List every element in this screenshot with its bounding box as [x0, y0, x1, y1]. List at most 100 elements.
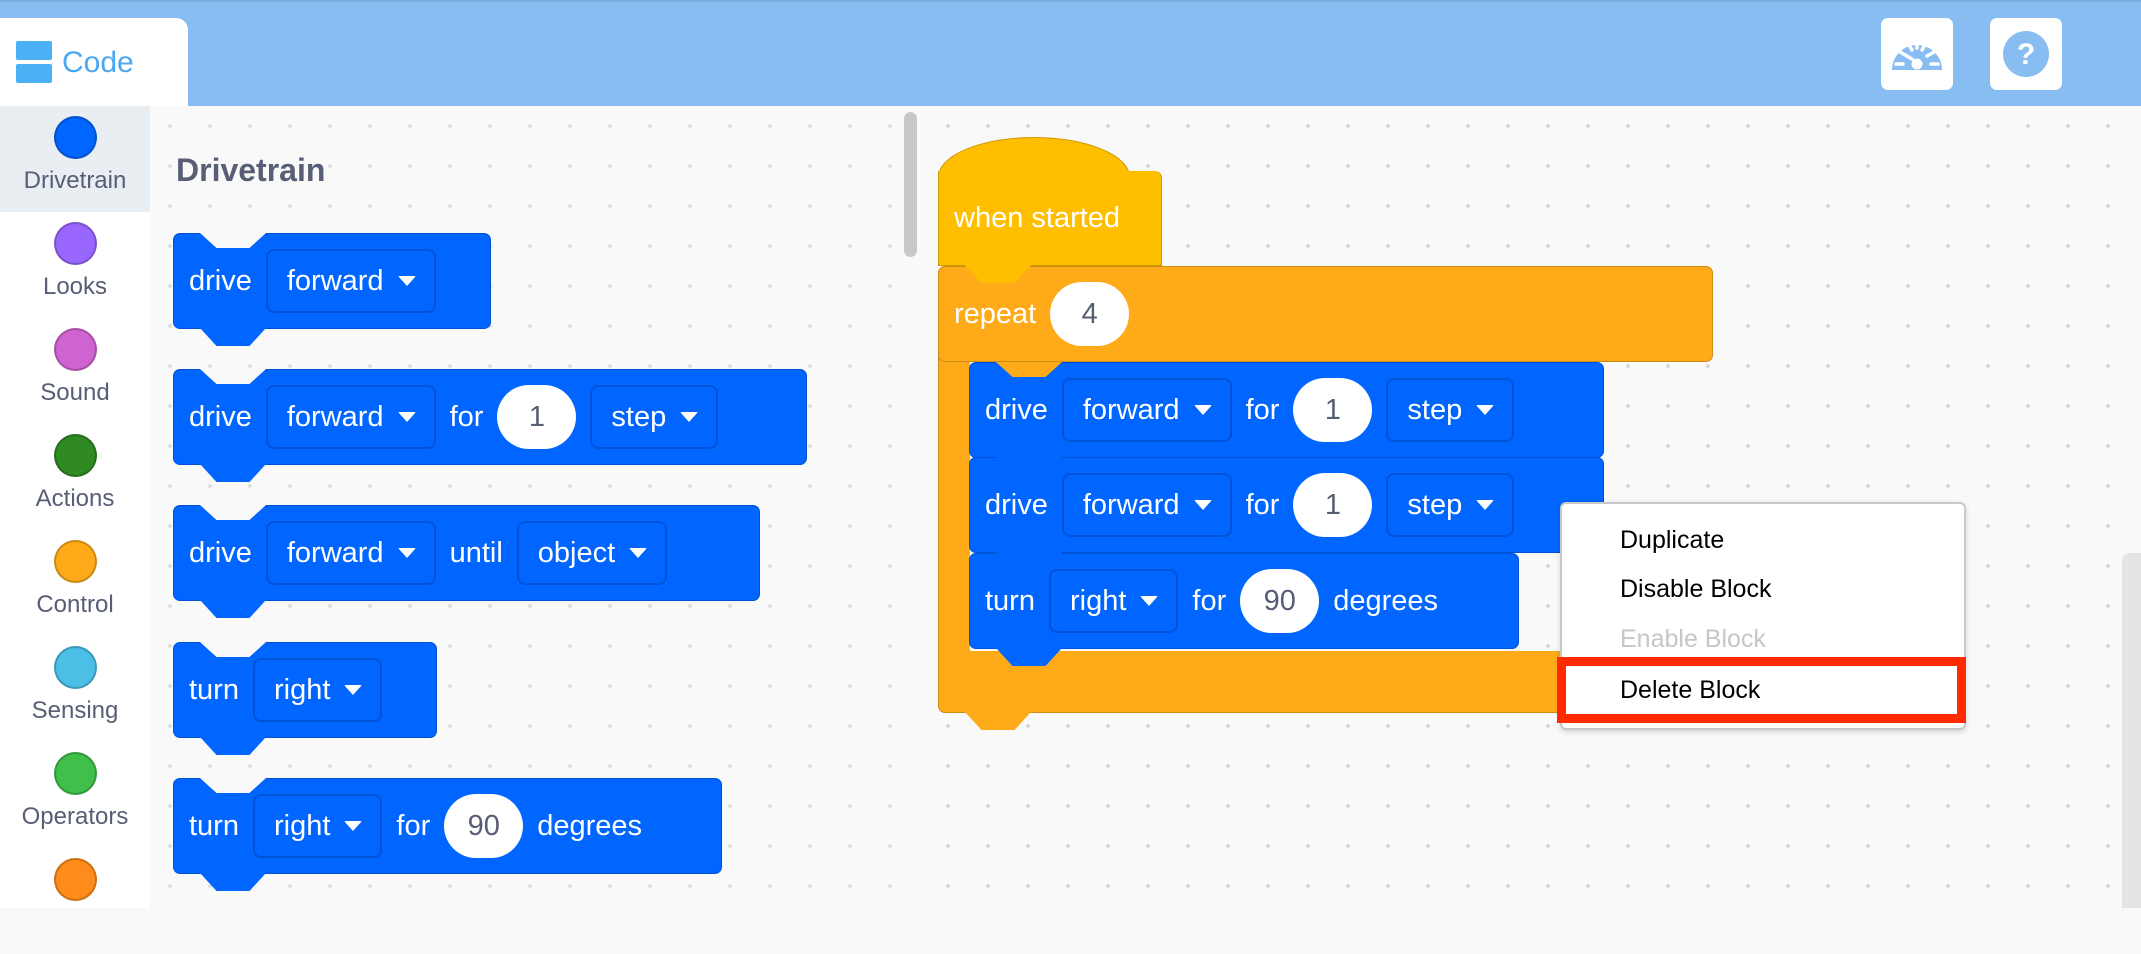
- block-label: until: [449, 536, 503, 569]
- repeat-block-bottom[interactable]: [938, 651, 1638, 730]
- code-tab-label: Code: [62, 46, 134, 79]
- block-label: for: [449, 400, 484, 433]
- category-color-dot: [53, 646, 97, 689]
- category-color-dot: [53, 222, 97, 265]
- block-dropdown[interactable]: forward: [1061, 378, 1232, 442]
- dropdown-value: step: [611, 400, 667, 433]
- number-input[interactable]: 90: [1240, 569, 1320, 633]
- number-input[interactable]: 90: [444, 794, 524, 858]
- block-label: drive: [189, 536, 252, 569]
- turn-block[interactable]: turn right: [173, 642, 437, 755]
- category-sensing[interactable]: Sensing: [0, 636, 150, 742]
- block-dropdown[interactable]: forward: [1061, 473, 1232, 537]
- block-label: turn: [985, 584, 1035, 617]
- code-blocks-icon: [16, 41, 52, 85]
- code-tab[interactable]: Code: [0, 18, 188, 108]
- block-dropdown[interactable]: right: [1048, 569, 1179, 633]
- category-operators[interactable]: Operators: [0, 742, 150, 848]
- drive-for-block[interactable]: drive forward for 1 step: [173, 369, 807, 482]
- menu-item-delete-block[interactable]: Delete Block: [1620, 676, 1761, 704]
- number-input[interactable]: 4: [1050, 282, 1130, 346]
- dropdown-value: forward: [1082, 488, 1180, 521]
- palette-title: Drivetrain: [176, 152, 326, 188]
- drive-block[interactable]: drive forward: [173, 233, 491, 346]
- category-sidebar: Drivetrain Looks Sound Actions Control Sensin…: [0, 106, 150, 908]
- highlight-box: [1557, 657, 1966, 723]
- block-dropdown[interactable]: forward: [265, 521, 436, 585]
- category-actions[interactable]: Actions: [0, 424, 150, 530]
- drive-for-block[interactable]: drive forward for 1 step: [969, 457, 1604, 570]
- block-label: degrees: [537, 809, 643, 842]
- caret-down-icon: [344, 685, 363, 695]
- block-dropdown[interactable]: right: [252, 794, 383, 858]
- turn-for-block[interactable]: turn right for 90 degrees: [173, 778, 722, 891]
- category-looks[interactable]: Looks: [0, 212, 150, 318]
- svg-text:?: ?: [2017, 38, 2035, 71]
- caret-down-icon: [629, 548, 648, 558]
- block-label: for: [396, 809, 431, 842]
- drive-for-block[interactable]: drive forward for 1 step: [969, 362, 1604, 475]
- dropdown-value: object: [537, 536, 616, 569]
- palette-scrollbar[interactable]: [904, 112, 917, 257]
- top-bar: Code ?: [0, 0, 2141, 108]
- block-label: for: [1245, 488, 1280, 521]
- category-label: Actions: [35, 485, 115, 512]
- category-label: Drivetrain: [23, 167, 127, 194]
- context-menu: Duplicate Disable Block Enable Block Del…: [1560, 502, 1966, 730]
- block-label: degrees: [1333, 584, 1439, 617]
- category-control[interactable]: Control: [0, 530, 150, 636]
- block-dropdown[interactable]: right: [252, 658, 383, 722]
- dropdown-value: right: [273, 809, 331, 842]
- dropdown-value: forward: [286, 264, 384, 297]
- category-color-dot: [53, 116, 97, 159]
- number-input[interactable]: 1: [497, 385, 577, 449]
- drive-until-block[interactable]: drive forward until object: [173, 505, 760, 618]
- block-dropdown[interactable]: step: [1386, 473, 1515, 537]
- category-drivetrain[interactable]: Drivetrain: [0, 106, 150, 212]
- caret-down-icon: [397, 412, 416, 422]
- category-more[interactable]: [0, 848, 150, 954]
- caret-down-icon: [1476, 500, 1495, 510]
- caret-down-icon: [397, 548, 416, 558]
- category-sound[interactable]: Sound: [0, 318, 150, 424]
- block-dropdown[interactable]: step: [1386, 378, 1515, 442]
- when-started-block[interactable]: when started: [938, 171, 1162, 283]
- caret-down-icon: [1193, 500, 1212, 510]
- menu-item-disable-block[interactable]: Disable Block: [1620, 575, 1772, 603]
- block-label: drive: [985, 488, 1048, 521]
- menu-item-duplicate[interactable]: Duplicate: [1620, 526, 1725, 554]
- caret-down-icon: [1140, 596, 1159, 606]
- when-started-label: when started: [954, 201, 1121, 234]
- block-dropdown[interactable]: forward: [265, 249, 436, 313]
- speedometer-icon: [1892, 38, 1942, 70]
- block-dropdown[interactable]: object: [516, 521, 668, 585]
- caret-down-icon: [344, 821, 363, 831]
- turn-for-block[interactable]: turn right for 90 degrees: [969, 553, 1519, 666]
- category-color-dot: [53, 858, 97, 901]
- category-color-dot: [53, 434, 97, 477]
- repeat-block[interactable]: repeat 4: [938, 266, 1713, 362]
- block-dropdown[interactable]: step: [590, 385, 719, 449]
- block-label: repeat: [954, 297, 1037, 330]
- help-button[interactable]: ?: [1990, 18, 2062, 90]
- number-input[interactable]: 1: [1293, 378, 1373, 442]
- block-dropdown[interactable]: forward: [265, 385, 436, 449]
- dropdown-value: right: [273, 673, 331, 706]
- number-input[interactable]: 1: [1293, 473, 1373, 537]
- workspace-scrollbar[interactable]: [2122, 553, 2141, 908]
- question-mark-icon: ?: [2003, 31, 2049, 77]
- repeat-block-arm[interactable]: [938, 350, 970, 670]
- caret-down-icon: [1193, 405, 1212, 415]
- block-label: turn: [189, 673, 239, 706]
- category-label: Operators: [21, 803, 129, 830]
- dashboard-button[interactable]: [1881, 18, 1953, 90]
- block-label: for: [1245, 393, 1280, 426]
- category-color-dot: [53, 328, 97, 371]
- block-label: drive: [189, 400, 252, 433]
- category-label: Sensing: [31, 697, 119, 724]
- block-label: for: [1192, 584, 1227, 617]
- block-label: drive: [189, 264, 252, 297]
- menu-item-enable-block: Enable Block: [1620, 625, 1766, 653]
- dropdown-value: step: [1407, 393, 1463, 426]
- category-label: Control: [36, 591, 114, 618]
